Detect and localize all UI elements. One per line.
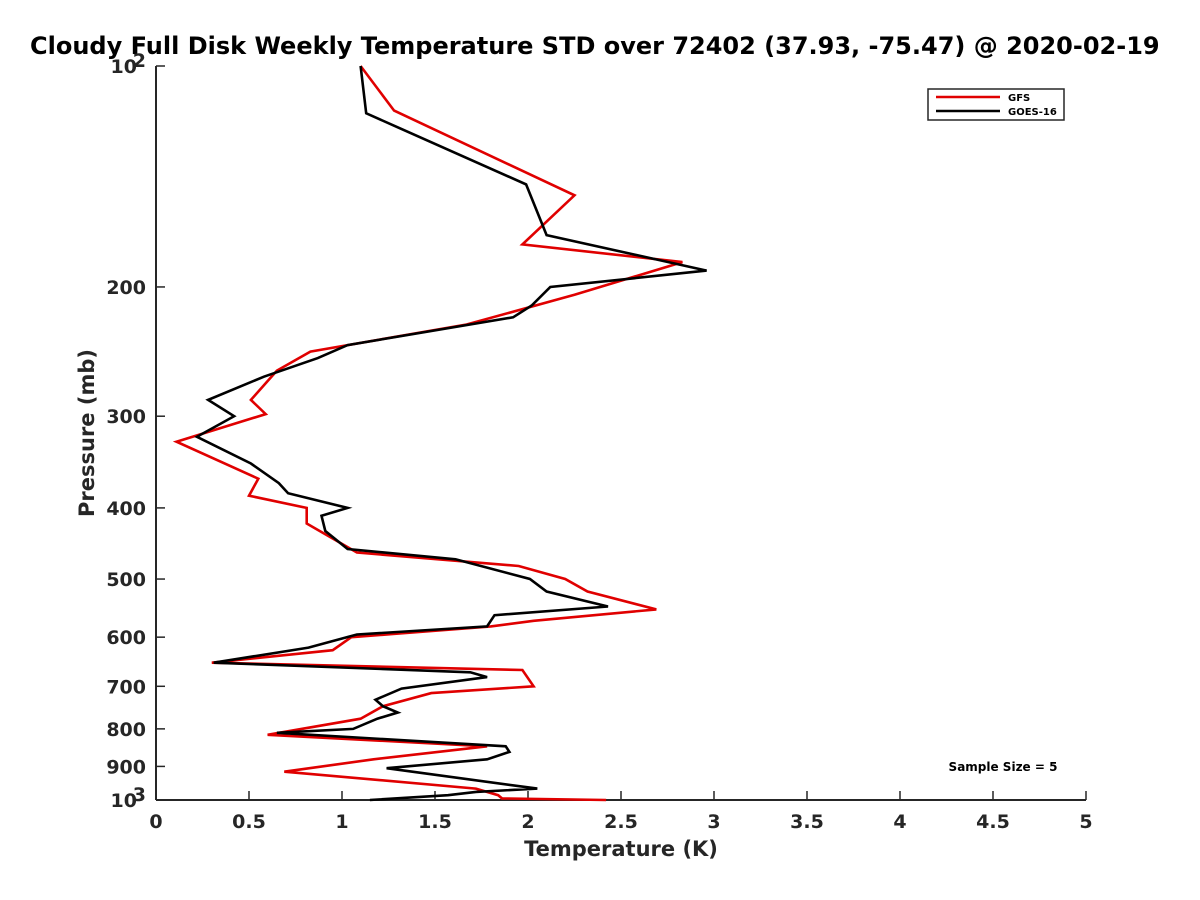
y-tick-label: 300 [106,406,146,428]
x-tick-label: 3 [707,811,720,833]
x-tick-label: 0.5 [232,811,266,833]
plot-area [155,66,1086,801]
x-tick-label: 2 [521,811,534,833]
y-tick-label: 200 [106,277,146,299]
y-tick-label: 800 [106,719,146,741]
x-tick-label: 3.5 [790,811,824,833]
legend-label: GFS [1008,93,1030,104]
y-tick-base: 10 [111,790,137,812]
legend-box [927,88,1065,121]
series-lines [172,65,707,802]
y-axis-label: Pressure (mb) [75,349,99,517]
x-tick-label: 1 [335,811,348,833]
x-tick-label: 4 [893,811,906,833]
x-axis-label: Temperature (K) [524,837,718,861]
legend-label: GOES-16 [1008,107,1057,118]
x-axis-ticks: 0 0.5 1 1.5 2 2.5 3 3.5 4 4.5 5 [149,791,1093,833]
x-tick-label: 4.5 [976,811,1010,833]
y-tick-label: 900 [106,756,146,778]
y-tick-label: 500 [106,569,146,591]
y-tick-base: 10 [111,56,137,78]
sample-size-annotation: Sample Size = 5 [949,760,1058,774]
x-tick-label: 1.5 [418,811,452,833]
y-tick-label: 400 [106,498,146,520]
x-tick-label: 0 [149,811,162,833]
x-tick-label: 2.5 [604,811,638,833]
y-tick-exponent: 3 [133,784,146,806]
y-tick-exponent: 2 [133,50,146,72]
y-tick-label: 600 [106,627,146,649]
series-line-gfs [172,65,683,802]
legend: GFS GOES-16 [927,88,1065,121]
y-tick-label: 700 [106,676,146,698]
x-tick-label: 5 [1079,811,1092,833]
series-line-goes-16 [194,65,707,802]
chart-title: Cloudy Full Disk Weekly Temperature STD … [30,32,1160,60]
